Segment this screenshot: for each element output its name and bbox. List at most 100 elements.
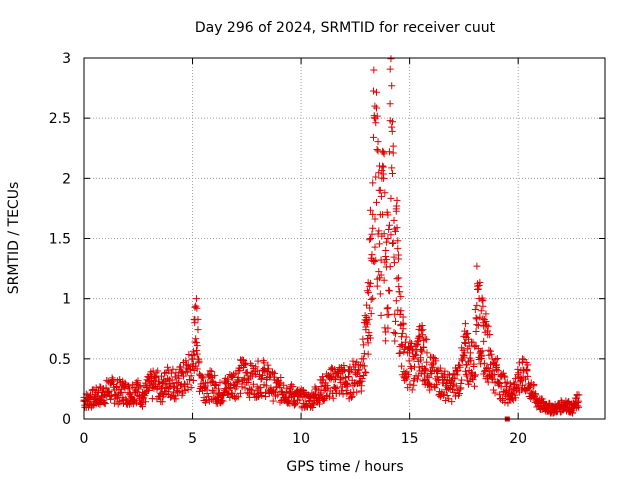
data-point bbox=[382, 238, 390, 246]
data-point bbox=[342, 386, 350, 394]
data-point bbox=[126, 385, 134, 393]
data-point bbox=[414, 375, 422, 383]
data-point bbox=[277, 373, 285, 381]
data-point bbox=[306, 393, 314, 401]
data-point bbox=[104, 388, 112, 396]
data-point bbox=[145, 376, 153, 384]
data-point bbox=[87, 391, 95, 399]
data-point bbox=[181, 386, 189, 394]
data-point bbox=[173, 378, 181, 386]
data-point bbox=[258, 392, 266, 400]
data-point bbox=[384, 324, 392, 332]
data-point bbox=[195, 357, 203, 365]
data-point bbox=[458, 355, 466, 363]
data-point bbox=[373, 145, 381, 153]
data-point bbox=[345, 373, 353, 381]
data-point bbox=[373, 88, 381, 96]
data-point bbox=[221, 379, 229, 387]
data-point bbox=[262, 388, 270, 396]
data-point bbox=[380, 174, 388, 182]
data-point bbox=[252, 363, 260, 371]
data-point bbox=[390, 259, 398, 267]
data-point bbox=[395, 274, 403, 282]
data-point bbox=[397, 293, 405, 301]
data-point bbox=[360, 350, 368, 358]
data-point bbox=[357, 387, 365, 395]
data-point bbox=[379, 162, 387, 170]
data-point bbox=[366, 279, 374, 287]
data-point bbox=[471, 372, 479, 380]
data-point bbox=[380, 150, 388, 158]
data-point bbox=[371, 102, 379, 110]
x-tick-label: 5 bbox=[188, 431, 197, 447]
data-point bbox=[363, 320, 371, 328]
data-point bbox=[434, 367, 442, 375]
data-point bbox=[388, 164, 396, 172]
data-point bbox=[171, 373, 179, 381]
data-point bbox=[349, 357, 357, 365]
data-point bbox=[280, 381, 288, 389]
data-point bbox=[319, 379, 327, 387]
data-point bbox=[408, 386, 416, 394]
data-point bbox=[390, 329, 398, 337]
data-point bbox=[352, 370, 360, 378]
data-point bbox=[514, 373, 522, 381]
data-point bbox=[423, 335, 431, 343]
data-point bbox=[419, 331, 427, 339]
data-point bbox=[370, 257, 378, 265]
data-point bbox=[368, 251, 376, 259]
data-point bbox=[380, 276, 388, 284]
data-point bbox=[192, 346, 200, 354]
data-point bbox=[477, 351, 485, 359]
data-point bbox=[299, 391, 307, 399]
data-point bbox=[527, 379, 535, 387]
data-point bbox=[447, 379, 455, 387]
data-point bbox=[467, 356, 475, 364]
data-point bbox=[479, 319, 487, 327]
data-point bbox=[198, 372, 206, 380]
data-point bbox=[440, 390, 448, 398]
data-point bbox=[465, 342, 473, 350]
data-point bbox=[358, 374, 366, 382]
data-point bbox=[469, 338, 477, 346]
data-point bbox=[500, 372, 508, 380]
data-point bbox=[549, 403, 557, 411]
data-point bbox=[139, 402, 147, 410]
data-point bbox=[331, 385, 339, 393]
data-point bbox=[194, 315, 202, 323]
data-point bbox=[563, 404, 571, 412]
data-point bbox=[96, 401, 104, 409]
data-point bbox=[382, 337, 390, 345]
data-point bbox=[175, 374, 183, 382]
data-point bbox=[374, 230, 382, 238]
data-point bbox=[388, 169, 396, 177]
data-point bbox=[142, 398, 150, 406]
data-point bbox=[574, 402, 582, 410]
data-point bbox=[243, 368, 251, 376]
data-point bbox=[319, 373, 327, 381]
data-point bbox=[448, 385, 456, 393]
data-point bbox=[369, 224, 377, 232]
data-point bbox=[369, 87, 377, 95]
data-point bbox=[366, 282, 374, 290]
data-point bbox=[492, 362, 500, 370]
data-point bbox=[373, 104, 381, 112]
chart-title: Day 296 of 2024, SRMTID for receiver cuu… bbox=[195, 20, 496, 36]
data-point bbox=[100, 385, 108, 393]
data-point bbox=[470, 362, 478, 370]
data-point bbox=[441, 367, 449, 375]
data-point bbox=[546, 399, 554, 407]
data-point bbox=[208, 373, 216, 381]
data-point bbox=[192, 295, 200, 303]
data-point bbox=[385, 225, 393, 233]
data-point bbox=[189, 355, 197, 363]
data-point bbox=[448, 398, 456, 406]
data-point bbox=[490, 371, 498, 379]
data-point bbox=[262, 382, 270, 390]
data-point bbox=[212, 381, 220, 389]
data-point bbox=[525, 383, 533, 391]
data-point bbox=[401, 343, 409, 351]
data-point bbox=[467, 368, 475, 376]
data-point bbox=[505, 385, 513, 393]
data-point bbox=[246, 360, 254, 368]
